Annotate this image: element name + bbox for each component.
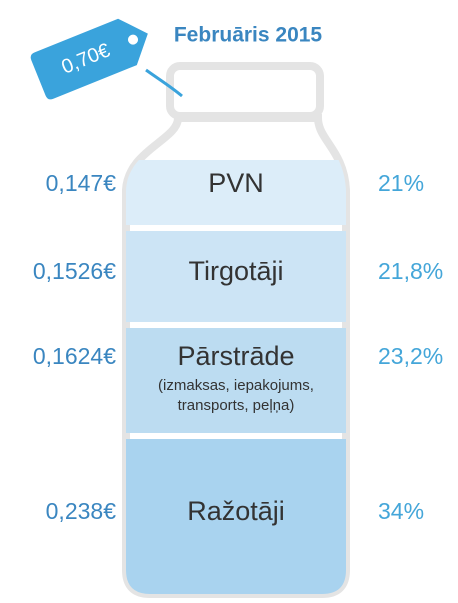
amount: 0,1526€ <box>33 258 116 284</box>
share: 34% <box>378 498 424 524</box>
bottle-neck <box>170 66 320 116</box>
amount: 0,1624€ <box>33 343 116 369</box>
share: 21% <box>378 170 424 196</box>
segment-name: Tirgotāji <box>188 256 283 286</box>
amount: 0,147€ <box>46 170 117 196</box>
price-tag: 0,70€ <box>29 10 157 101</box>
infographic: 0,70€ Februāris 2015 0,147€ PVN 21% 0,15… <box>0 0 458 598</box>
segment-name: PVN <box>208 168 264 198</box>
segment-note: (izmaksas, iepakojums, <box>158 377 314 394</box>
share: 21,8% <box>378 258 443 284</box>
segment-name: Ražotāji <box>187 496 285 526</box>
amount: 0,238€ <box>46 498 117 524</box>
segment-note: transports, peļņa) <box>178 397 295 414</box>
share: 23,2% <box>378 343 443 369</box>
segment-name: Pārstrāde <box>177 341 294 371</box>
title: Februāris 2015 <box>174 24 323 47</box>
